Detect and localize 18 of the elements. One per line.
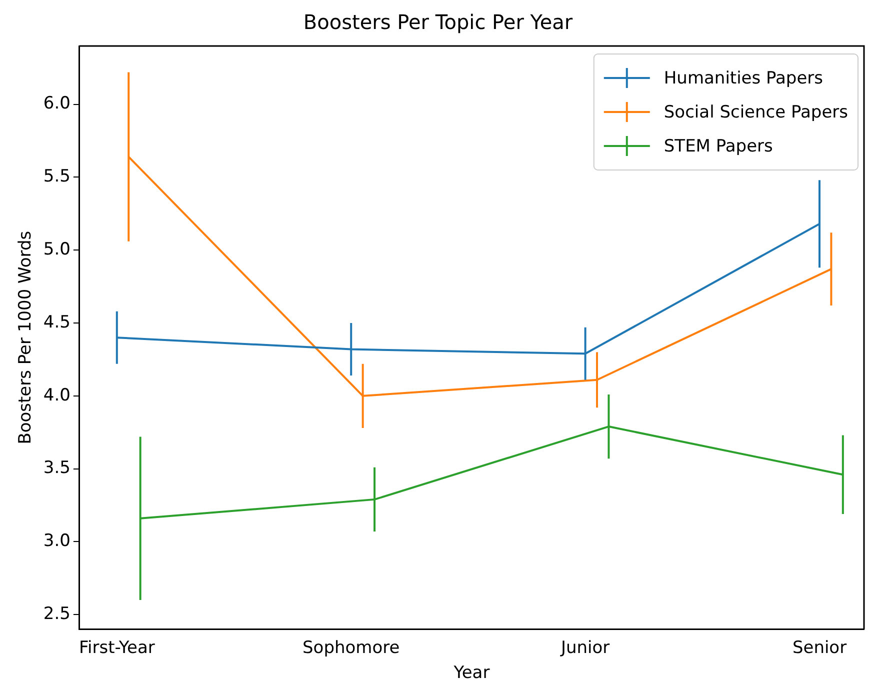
x-tick-label: First-Year bbox=[78, 638, 155, 658]
x-tick-label: Junior bbox=[560, 638, 610, 658]
y-tick-label: 5.5 bbox=[43, 166, 70, 187]
legend-label: Social Science Papers bbox=[664, 102, 848, 122]
legend-label: Humanities Papers bbox=[664, 68, 824, 88]
y-tick-label: 5.0 bbox=[43, 240, 70, 260]
x-tick-label: Sophomore bbox=[302, 638, 400, 658]
x-tick-label: Senior bbox=[792, 638, 847, 658]
y-tick-label: 3.0 bbox=[43, 531, 70, 552]
x-axis-title: Year bbox=[452, 663, 490, 684]
y-tick-label: 3.5 bbox=[43, 458, 70, 478]
y-tick-label: 2.5 bbox=[43, 604, 70, 624]
y-tick-label: 6.0 bbox=[43, 94, 70, 114]
legend-label: STEM Papers bbox=[664, 136, 774, 156]
y-axis-title: Boosters Per 1000 Words bbox=[16, 230, 36, 444]
chart-title: Boosters Per Topic Per Year bbox=[303, 10, 574, 34]
y-tick-label: 4.5 bbox=[43, 312, 70, 332]
y-tick-label: 4.0 bbox=[43, 385, 70, 406]
